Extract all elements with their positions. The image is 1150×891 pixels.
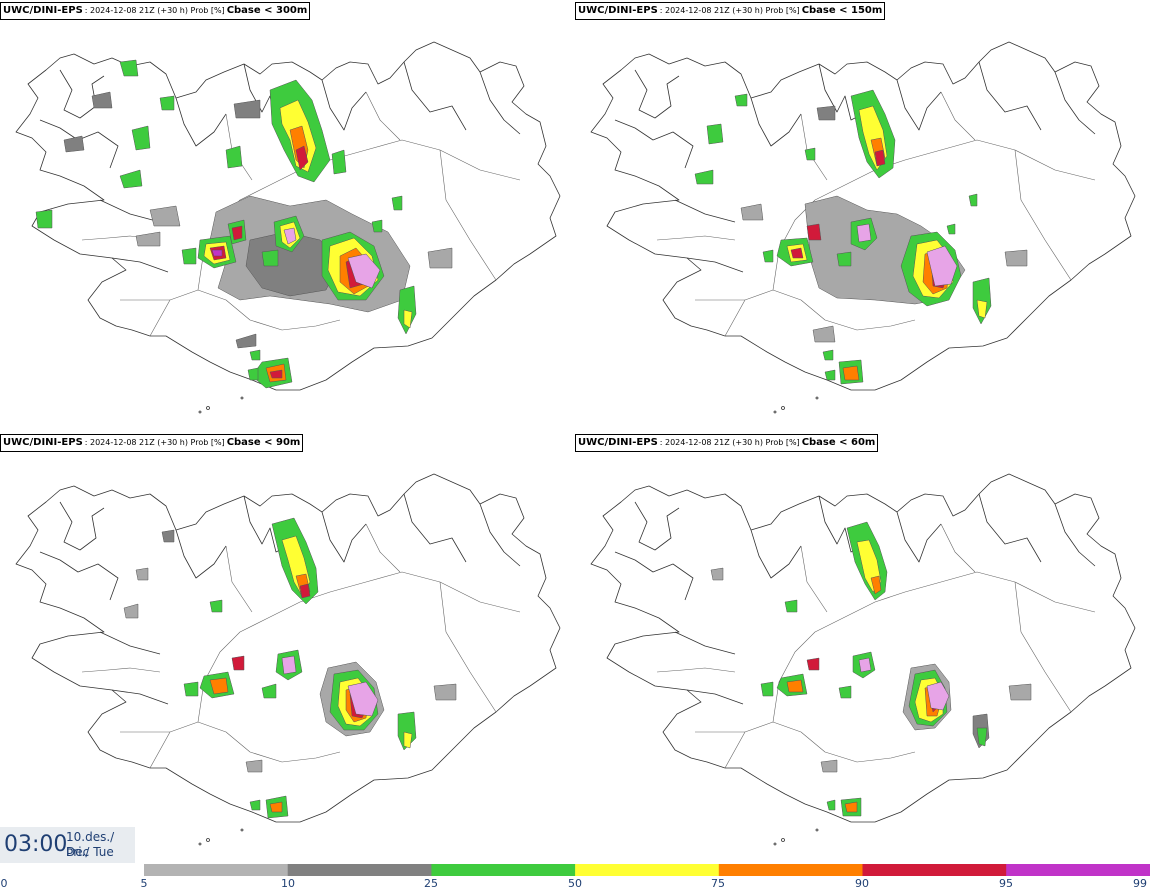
colorbar-bin-10-25 (287, 864, 432, 876)
colorbar-bin-50-75 (575, 864, 720, 876)
valid-time-clock: 03:00 (4, 832, 68, 857)
map-panel-cbase-150: UWC/DINI-EPS: 2024-12-08 21Z (+30 h) Pro… (575, 0, 1150, 432)
valid-date-line1: 10.des./ Dec (66, 830, 115, 859)
model-name: UWC/DINI-EPS (578, 437, 658, 448)
colorbar-bin-90-95 (862, 864, 1007, 876)
model-name: UWC/DINI-EPS (578, 5, 658, 16)
panel-title: UWC/DINI-EPS: 2024-12-08 21Z (+30 h) Pro… (0, 2, 311, 20)
colorbar-tick-95: 95 (999, 877, 1013, 890)
colorbar-tick-25: 25 (424, 877, 438, 890)
colorbar-bin-75-90 (718, 864, 863, 876)
panel-title: UWC/DINI-EPS: 2024-12-08 21Z (+30 h) Pro… (575, 434, 879, 452)
panel-title: UWC/DINI-EPS: 2024-12-08 21Z (+30 h) Pro… (575, 2, 886, 20)
map-panel-cbase-60: UWC/DINI-EPS: 2024-12-08 21Z (+30 h) Pro… (575, 432, 1150, 864)
map-panel-cbase-300: UWC/DINI-EPS: 2024-12-08 21Z (+30 h) Pro… (0, 0, 575, 432)
colorbar-bin-95-99 (1006, 864, 1150, 876)
iceland-map (590, 41, 1136, 414)
valid-time-box: 03:00 10.des./ Dec Þri./ Tue (0, 827, 135, 863)
colorbar-bin-25-50 (431, 864, 576, 876)
threshold-label: Cbase < 150m (801, 5, 883, 16)
colorbar-tick-0: 0 (0, 877, 8, 890)
model-name: UWC/DINI-EPS (3, 437, 83, 448)
run-info: : 2024-12-08 21Z (+30 h) Prob [%] (84, 438, 225, 447)
colorbar-tick-99: 99 (1133, 877, 1147, 890)
threshold-label: Cbase < 90m (226, 437, 301, 448)
colorbar-tick-90: 90 (855, 877, 869, 890)
threshold-label: Cbase < 60m (801, 437, 876, 448)
colorbar-tick-5: 5 (140, 877, 148, 890)
iceland-map (15, 41, 561, 414)
map-panel-cbase-90: UWC/DINI-EPS: 2024-12-08 21Z (+30 h) Pro… (0, 432, 575, 864)
panel-title: UWC/DINI-EPS: 2024-12-08 21Z (+30 h) Pro… (0, 434, 304, 452)
iceland-map (590, 473, 1136, 846)
valid-date-line2: Þri./ Tue (66, 845, 114, 859)
probability-colorbar (144, 864, 1150, 876)
threshold-label: Cbase < 300m (226, 5, 308, 16)
colorbar-tick-50: 50 (568, 877, 582, 890)
model-name: UWC/DINI-EPS (3, 5, 83, 16)
colorbar-tick-75: 75 (711, 877, 725, 890)
run-info: : 2024-12-08 21Z (+30 h) Prob [%] (84, 6, 225, 15)
run-info: : 2024-12-08 21Z (+30 h) Prob [%] (659, 438, 800, 447)
iceland-map (15, 473, 561, 846)
run-info: : 2024-12-08 21Z (+30 h) Prob [%] (659, 6, 800, 15)
colorbar-bin-5-10 (144, 864, 289, 876)
colorbar-tick-10: 10 (281, 877, 295, 890)
